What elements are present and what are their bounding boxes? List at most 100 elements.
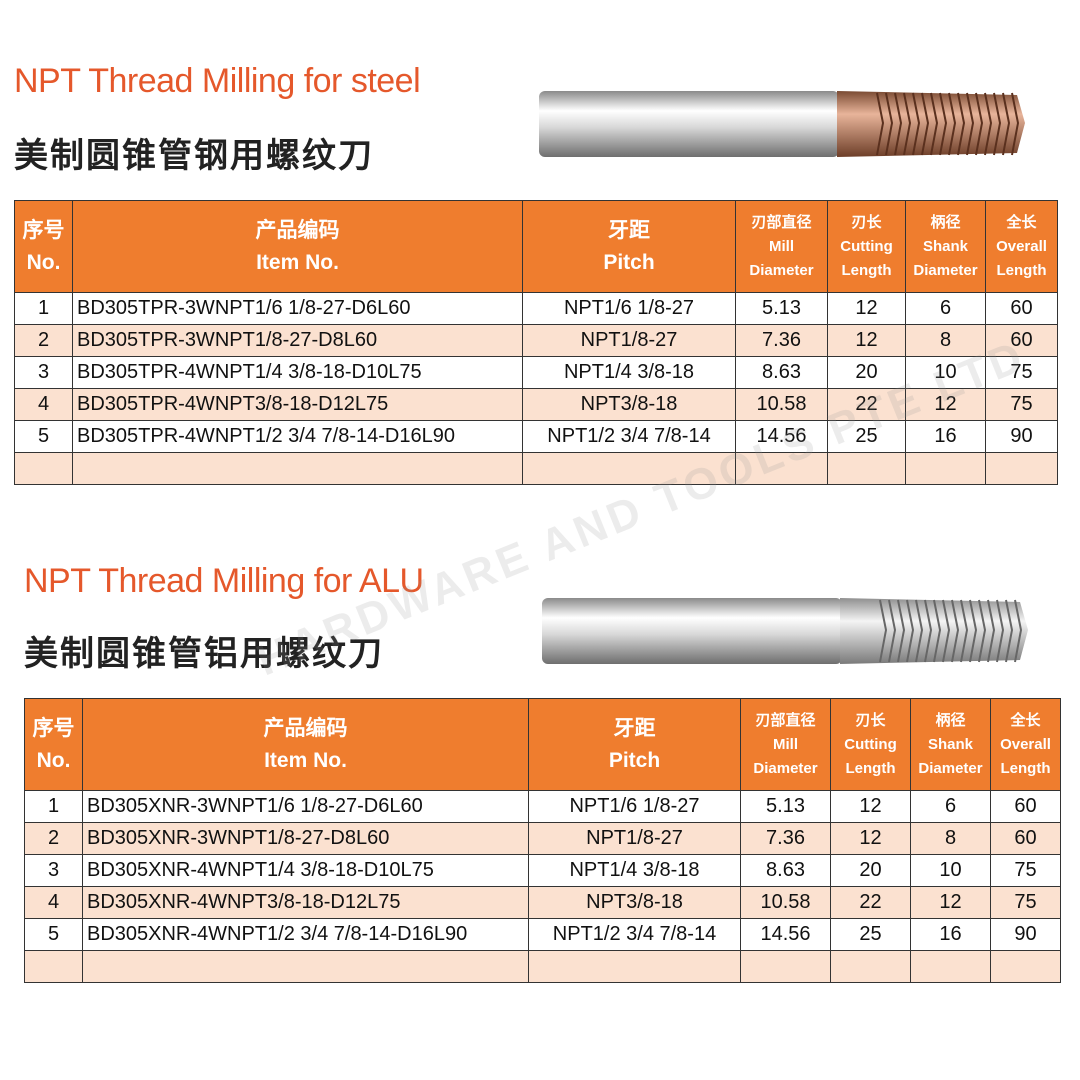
header-text: Pitch xyxy=(608,748,661,772)
table-cell: NPT1/4 3/8-18 xyxy=(528,854,741,887)
header-text: Cutting xyxy=(844,735,897,753)
table-row: 3 BD305XNR-4WNPT1/4 3/8-18-D10L75 NPT1/4 3… xyxy=(24,854,1061,887)
thread xyxy=(975,92,984,156)
thread xyxy=(996,599,1005,663)
header-text: No. xyxy=(36,748,71,772)
thread xyxy=(942,599,951,663)
table-cell: 1 xyxy=(24,790,83,823)
table-cell: 8 xyxy=(910,822,991,855)
section-subtitle: 美制圆锥管钢用螺纹刀 xyxy=(14,137,374,175)
table-cell: 4 xyxy=(14,388,73,421)
table-cell: 6 xyxy=(905,292,986,325)
thread xyxy=(1002,92,1011,156)
header-row: 序号 No. 产品编码 Item No. 牙距 Pitch 刃部直径 Mill Diameter… xyxy=(14,200,1058,293)
header-cell: 刃部直径 Mill Diameter xyxy=(735,200,828,293)
header-text: 刃长 xyxy=(851,213,882,231)
table-cell: 20 xyxy=(827,356,906,389)
header-text: 产品编码 xyxy=(255,218,340,242)
header-text: Mill xyxy=(769,237,794,255)
table-cell: 5 xyxy=(24,918,83,951)
table-cell: NPT1/6 1/8-27 xyxy=(522,292,736,325)
table-cell: NPT1/6 1/8-27 xyxy=(528,790,741,823)
cutter xyxy=(837,91,1025,157)
table-cell: 3 xyxy=(24,854,83,887)
thread xyxy=(966,92,975,156)
section-title: NPT Thread Milling for ALU xyxy=(24,562,424,600)
header-text: Cutting xyxy=(840,237,893,255)
header-text: Pitch xyxy=(603,250,655,274)
spec-table: 序号 No. 产品编码 Item No. 牙距 Pitch 刃部直径 Mill Diameter… xyxy=(14,200,1058,485)
table-cell: 2 xyxy=(24,822,83,855)
header-cell: 序号 No. xyxy=(14,200,73,293)
header-cell: 全长 Overall Length xyxy=(990,698,1061,791)
header-text: Overall xyxy=(996,237,1047,255)
header-text: 产品编码 xyxy=(263,716,348,740)
table-cell: 8.63 xyxy=(740,854,831,887)
header-text: 柄径 xyxy=(930,213,961,231)
header-text: Length xyxy=(1000,759,1051,777)
table-cell: 12 xyxy=(827,324,906,357)
thread xyxy=(969,599,978,663)
table-cell: BD305XNR-4WNPT1/2 3/4 7/8-14-D16L90 xyxy=(82,918,529,951)
table-row: 3 BD305TPR-4WNPT1/4 3/8-18-D10L75 NPT1/4 3… xyxy=(14,356,1058,389)
table-cell: BD305XNR-3WNPT1/6 1/8-27-D6L60 xyxy=(82,790,529,823)
table-row: 1 BD305XNR-3WNPT1/6 1/8-27-D6L60 NPT1/6 1/… xyxy=(24,790,1061,823)
thread xyxy=(906,599,915,663)
header-text: 全长 xyxy=(1006,213,1037,231)
cutter xyxy=(840,598,1028,664)
header-text: 刃部直径 xyxy=(755,711,816,729)
table-cell: 60 xyxy=(990,790,1061,823)
header-text: 牙距 xyxy=(613,716,656,740)
header-text: Shank xyxy=(922,237,968,255)
table-row: 5 BD305XNR-4WNPT1/2 3/4 7/8-14-D16L90 NPT1… xyxy=(24,918,1061,951)
table-cell: 25 xyxy=(830,918,911,951)
table-cell: 5 xyxy=(14,420,73,453)
section-title: NPT Thread Milling for steel xyxy=(14,62,421,100)
thread xyxy=(879,599,888,663)
table-cell: 10 xyxy=(910,854,991,887)
empty-cell xyxy=(14,452,73,485)
table-cell: 2 xyxy=(14,324,73,357)
header-row: 序号 No. 产品编码 Item No. 牙距 Pitch 刃部直径 Mill Diameter… xyxy=(24,698,1061,791)
thread xyxy=(1011,92,1020,156)
table-cell: 12 xyxy=(827,292,906,325)
table-cell: NPT1/8-27 xyxy=(522,324,736,357)
thread xyxy=(987,599,996,663)
table-cell: 7.36 xyxy=(735,324,828,357)
header-text: Overall xyxy=(1000,735,1051,753)
table-cell: 12 xyxy=(830,822,911,855)
thread xyxy=(948,92,957,156)
header-text: 序号 xyxy=(22,218,65,242)
table-cell: 8 xyxy=(905,324,986,357)
table-cell: 5.13 xyxy=(740,790,831,823)
header-text: Length xyxy=(996,261,1047,279)
header-text: Mill xyxy=(773,735,798,753)
thread xyxy=(903,92,912,156)
table-cell: BD305TPR-3WNPT1/6 1/8-27-D6L60 xyxy=(72,292,523,325)
header-text: Item No. xyxy=(256,250,339,274)
thread xyxy=(885,92,894,156)
header-text: No. xyxy=(26,250,61,274)
thread xyxy=(876,92,885,156)
table-cell: NPT1/2 3/4 7/8-14 xyxy=(528,918,741,951)
empty-cell xyxy=(985,452,1058,485)
header-text: Item No. xyxy=(264,748,347,772)
table-cell: 5.13 xyxy=(735,292,828,325)
header-cell: 牙距 Pitch xyxy=(528,698,741,791)
table-cell: 60 xyxy=(985,292,1058,325)
table-cell: 75 xyxy=(985,388,1058,421)
thread xyxy=(957,92,966,156)
header-cell: 全长 Overall Length xyxy=(985,200,1058,293)
header-text: 刃长 xyxy=(855,711,886,729)
thread xyxy=(888,599,897,663)
thread xyxy=(933,599,942,663)
header-text: Diameter xyxy=(918,759,983,777)
table-cell: BD305TPR-4WNPT1/2 3/4 7/8-14-D16L90 xyxy=(72,420,523,453)
thread xyxy=(993,92,1002,156)
table-cell: 10.58 xyxy=(735,388,828,421)
header-text: Diameter xyxy=(753,759,818,777)
table-cell: 12 xyxy=(905,388,986,421)
header-cell: 牙距 Pitch xyxy=(522,200,736,293)
table-cell: BD305XNR-4WNPT3/8-18-D12L75 xyxy=(82,886,529,919)
